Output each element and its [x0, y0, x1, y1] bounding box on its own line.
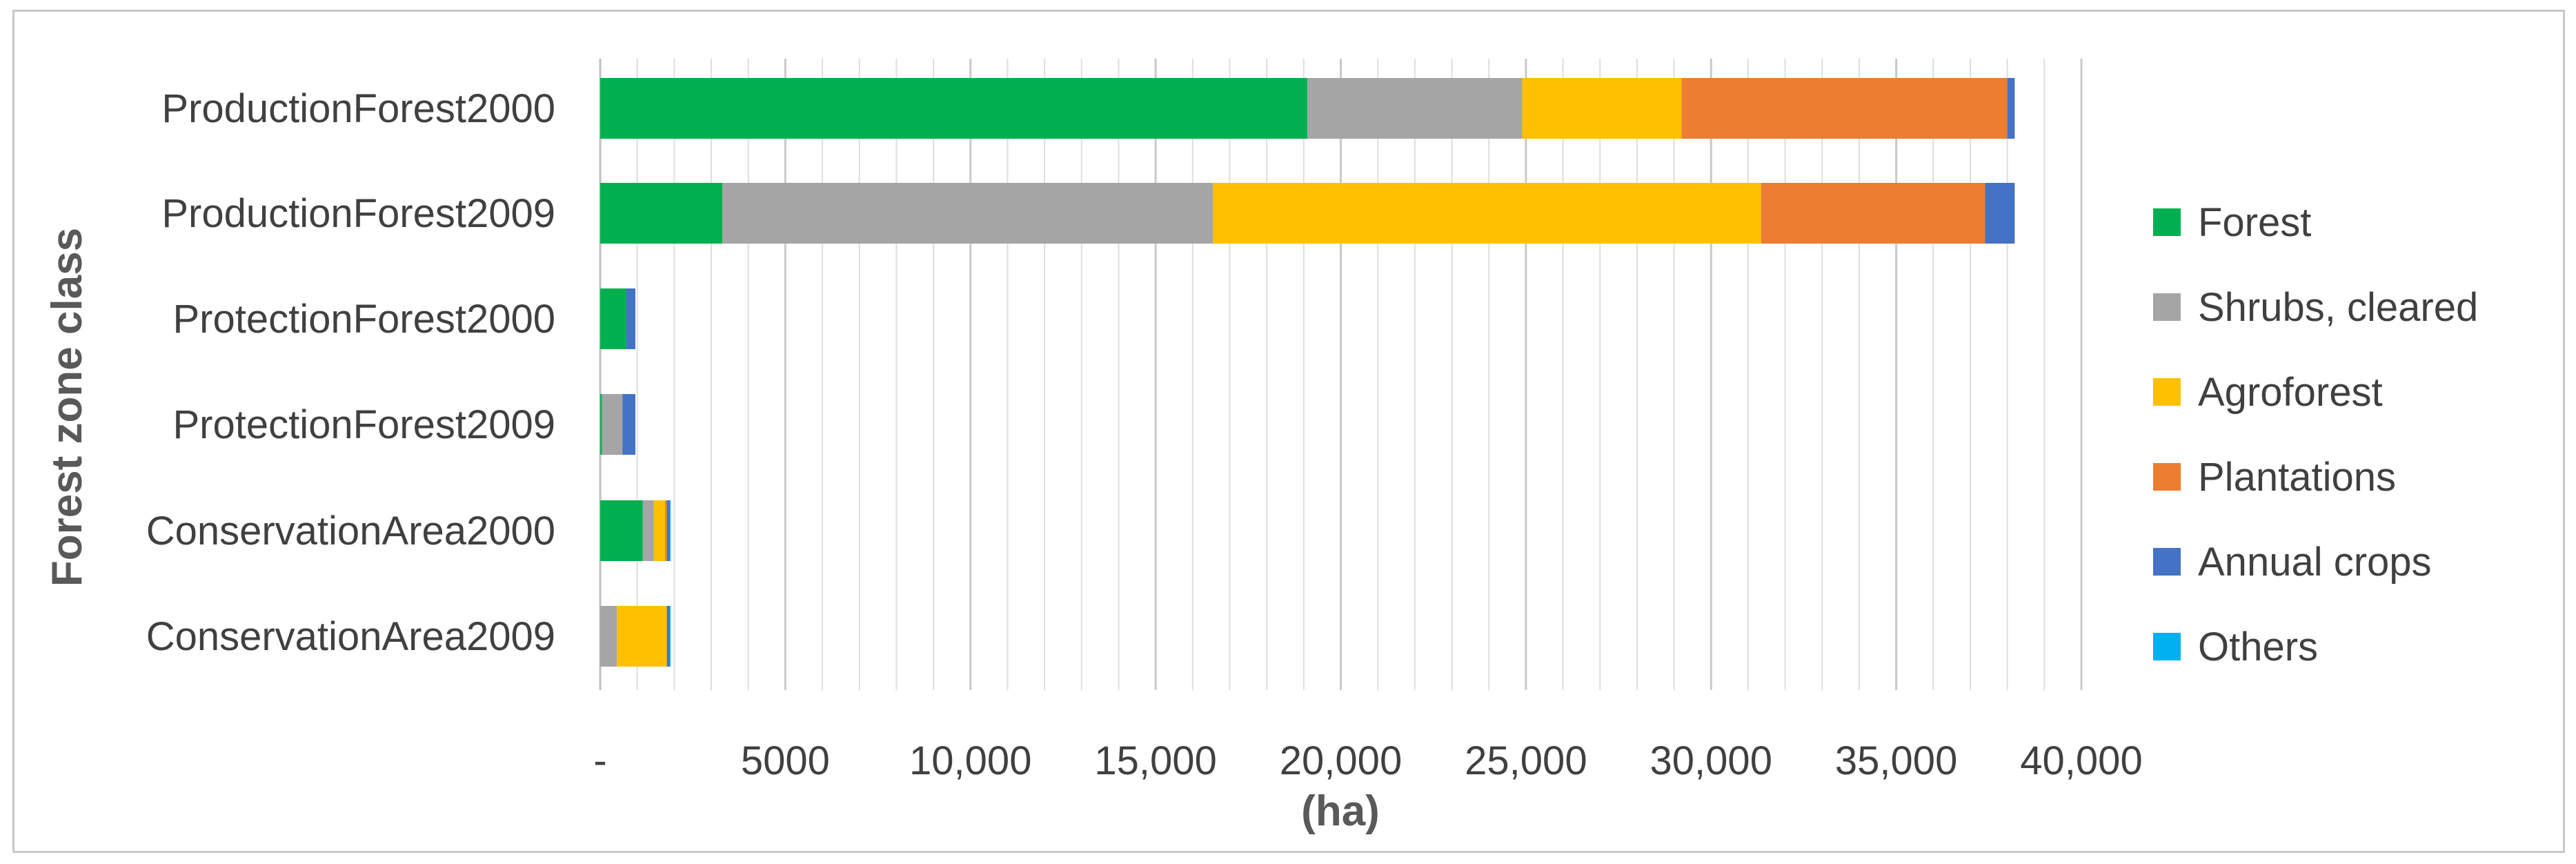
- bar-segment: [722, 183, 1213, 244]
- label-layer: - 5000 10,000 15,000 20,000 25,000 30,000 35,00…: [146, 86, 2143, 783]
- bar-segment: [664, 500, 667, 561]
- bar-segment: [600, 606, 617, 667]
- x-tick-label: 15,000: [1094, 738, 1216, 783]
- x-tick-label: 30,000: [1650, 738, 1772, 783]
- bar-segment: [600, 394, 602, 455]
- grid-layer: [636, 59, 2083, 690]
- bar-segment: [653, 500, 665, 561]
- bar-layer: [600, 78, 2015, 667]
- bar-segment: [642, 500, 654, 561]
- bar-segment: [626, 288, 635, 349]
- x-tick-label: 10,000: [909, 738, 1031, 783]
- legend-label: Agroforest: [2198, 370, 2383, 415]
- bar-segment: [600, 500, 643, 561]
- legend-swatch: [2153, 208, 2181, 236]
- bar-segment: [2007, 78, 2015, 139]
- bar-segment: [1761, 183, 1985, 244]
- x-tick-label: 20,000: [1280, 738, 1402, 783]
- y-axis-title: Forest zone class: [43, 228, 91, 587]
- bar-segment: [617, 606, 667, 667]
- bar-segment: [669, 606, 671, 667]
- bar-segment: [1681, 78, 2008, 139]
- legend-label: Others: [2198, 625, 2318, 669]
- category-label: ProtectionForest2009: [172, 402, 555, 447]
- bar-segment: [1985, 183, 2015, 244]
- bar-segment: [600, 183, 723, 244]
- bar-segment: [1522, 78, 1682, 139]
- bar-segment: [600, 78, 1308, 139]
- legend-swatch: [2153, 463, 2181, 491]
- bar-segment: [666, 500, 670, 561]
- x-tick-label: 35,000: [1835, 738, 1957, 783]
- legend-swatch: [2153, 548, 2181, 576]
- x-tick-label: 25,000: [1465, 738, 1587, 783]
- legend-label: Shrubs, cleared: [2198, 285, 2478, 330]
- legend-label: Annual crops: [2198, 540, 2432, 585]
- bar-segment: [1213, 183, 1761, 244]
- bar-segment: [1307, 78, 1523, 139]
- legend-swatch: [2153, 293, 2181, 321]
- bar-segment: [622, 394, 635, 455]
- x-axis-title: (ha): [1301, 787, 1380, 835]
- legend-swatch: [2153, 633, 2181, 660]
- category-label: ProtectionForest2000: [172, 297, 555, 342]
- bar-segment: [602, 394, 623, 455]
- bar-segment: [600, 288, 626, 349]
- legend: Forest Shrubs, cleared Agroforest Plantatio…: [2153, 200, 2478, 669]
- legend-swatch: [2153, 378, 2181, 406]
- bar-segment: [666, 606, 670, 667]
- category-label: ConservationArea2000: [146, 509, 555, 553]
- legend-label: Forest: [2198, 200, 2311, 245]
- category-label: ConservationArea2009: [146, 614, 555, 659]
- x-tick-label: 5000: [741, 738, 830, 783]
- bar-segment: [669, 500, 671, 561]
- category-label: ProductionForest2000: [161, 86, 555, 131]
- legend-label: Plantations: [2198, 455, 2396, 500]
- x-tick-label: -: [593, 738, 606, 783]
- category-label: ProductionForest2009: [161, 191, 555, 236]
- x-tick-label: 40,000: [2020, 738, 2142, 783]
- chart-frame: [12, 10, 2565, 853]
